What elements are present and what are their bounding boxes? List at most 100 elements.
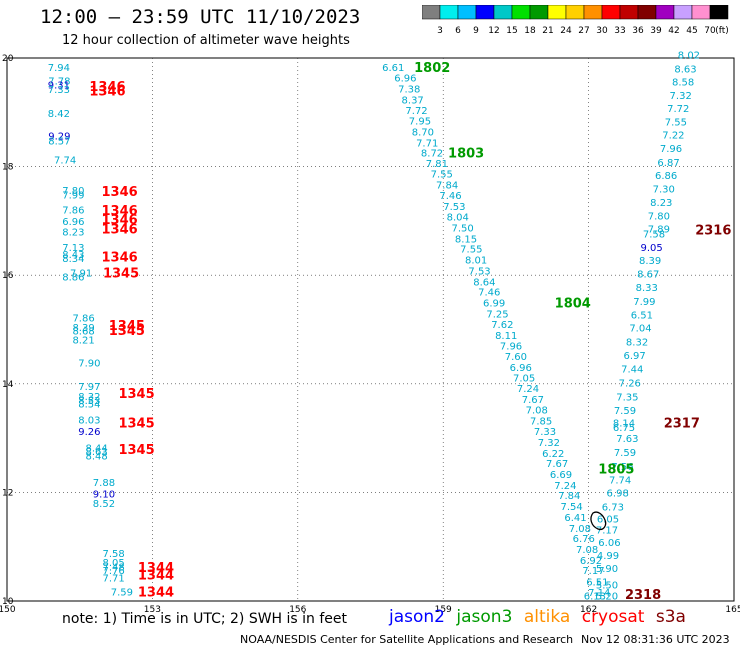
- wave-height-label: 7.86: [72, 314, 94, 325]
- wave-height-label: 7.88: [93, 478, 115, 489]
- wave-height-label: 6.05: [597, 515, 619, 526]
- colorbar-label: 39: [650, 26, 662, 36]
- wave-height-label: 7.72: [667, 104, 689, 115]
- wave-height-label: 7.22: [662, 131, 684, 142]
- wave-height-label: 7.99: [62, 190, 84, 201]
- wave-height-label: 7.90: [78, 359, 100, 370]
- wave-height-label: 7.58: [643, 229, 665, 240]
- wave-height-label: 7.17: [582, 566, 604, 577]
- wave-height-label: 6.86: [655, 171, 677, 182]
- colorbar-label: 36: [632, 26, 644, 36]
- wave-height-label: 5.50: [596, 580, 618, 591]
- pass-time-label: 1803: [448, 147, 484, 162]
- wave-height-label: 7.59: [614, 448, 636, 459]
- wave-height-label: 8.05: [102, 558, 124, 569]
- wave-height-label: 7.67: [546, 459, 568, 470]
- wave-height-label: 7.58: [102, 549, 124, 560]
- wave-height-label: 7.56: [611, 462, 633, 473]
- wave-height-label: 7.67: [522, 395, 544, 406]
- wave-height-label: 7.85: [530, 416, 552, 427]
- colorbar: 3 6 9 12 15 18 21 24 27 30 33 36 39 42 45 70 (ft): [422, 5, 729, 36]
- wave-height-label: 7.78: [48, 76, 70, 87]
- latitude-tick-label: 20: [2, 54, 14, 64]
- map-gridlines: [7, 58, 734, 601]
- wave-height-label: 7.72: [405, 106, 427, 117]
- colorbar-label: 33: [614, 26, 625, 36]
- axis-ticks: 150 153 156 159 162 165 10 12 14 16 18 20: [0, 54, 740, 615]
- colorbar-label: 12: [488, 26, 499, 36]
- colorbar-unit: (ft): [715, 26, 729, 36]
- wave-height-label: 7.81: [426, 159, 448, 170]
- pass-time-label: 1345: [118, 416, 154, 431]
- wave-height-label: 7.84: [558, 491, 580, 502]
- wave-height-label: 7.25: [486, 309, 508, 320]
- colorbar-label: 18: [524, 26, 536, 36]
- wave-height-label: 7.97: [78, 382, 100, 393]
- pass-time-label: 1345: [109, 324, 145, 339]
- footnote: note: 1) Time is in UTC; 2) SWH is in fe…: [62, 611, 348, 627]
- wave-height-label: 7.14: [588, 588, 610, 599]
- wave-height-label: 8.70: [412, 127, 434, 138]
- colorbar-label: 24: [560, 26, 572, 36]
- wave-height-label: 7.71: [102, 574, 124, 585]
- wave-height-label: 6.76: [573, 534, 595, 545]
- wave-height-label: 7.96: [500, 341, 522, 352]
- legend-s3a: s3a: [655, 607, 686, 627]
- wave-height-label: 7.53: [468, 266, 490, 277]
- pass-time-label: 1345: [109, 319, 145, 334]
- pass-time-label: 1345: [103, 267, 139, 282]
- wave-height-label: 7.95: [409, 117, 431, 128]
- wave-height-label: 7.71: [416, 138, 438, 149]
- wave-height-label: 7.04: [629, 323, 651, 334]
- wave-height-label: 7.08: [526, 405, 548, 416]
- pass-time-labels: 1346134613461346134613461346134513451345…: [89, 61, 731, 603]
- pass-time-label: 1344: [138, 585, 174, 600]
- wave-height-label: 7.55: [665, 118, 687, 129]
- wave-height-label: 7.80: [648, 212, 670, 223]
- wave-height-label: 6.98: [607, 488, 629, 499]
- wave-height-label: 9.26: [78, 427, 100, 438]
- wave-height-label: 8.39: [72, 323, 94, 334]
- map-title: 12:00 – 23:59 UTC 11/10/2023: [40, 6, 361, 28]
- map-frame: [6, 57, 735, 602]
- wave-height-label: 7.46: [478, 288, 500, 299]
- wave-height-label: 6.97: [624, 351, 646, 362]
- colorbar-label: 6: [455, 26, 461, 36]
- wave-height-label: 6.92: [580, 556, 602, 567]
- wave-height-label: 8.67: [637, 270, 659, 281]
- satellite-legend: jason2 jason3 altika cryosat s3a: [389, 607, 692, 627]
- pass-time-label: 1805: [598, 463, 634, 478]
- wave-height-label: 9.05: [640, 243, 662, 254]
- colorbar-swatch: [709, 5, 729, 20]
- colorbar-label: 15: [506, 26, 517, 36]
- wave-height-label: 6.96: [394, 74, 416, 85]
- wave-height-label: 7.13: [62, 243, 84, 254]
- colorbar-label: 42: [668, 26, 679, 36]
- wave-height-label: 9.10: [93, 490, 115, 501]
- wave-height-label: 6.41: [564, 513, 586, 524]
- wave-height-label: 7.05: [513, 373, 535, 384]
- wave-height-label: 6.87: [657, 158, 679, 169]
- wave-height-label: 6.22: [542, 449, 564, 460]
- wave-height-label: 8.15: [455, 234, 477, 245]
- wave-height-label: 8.03: [78, 416, 100, 427]
- wave-height-label: 6.61: [382, 63, 404, 74]
- wave-height-label: 8.44: [86, 443, 108, 454]
- wave-height-label: 7.59: [614, 406, 636, 417]
- legend-altika: altika: [523, 607, 571, 627]
- legend-jason3: jason3: [456, 607, 513, 627]
- wave-height-label: 8.32: [78, 392, 100, 403]
- wave-height-label: 7.89: [648, 225, 670, 236]
- legend-jason2: jason2: [389, 607, 445, 627]
- wave-height-label: 7.99: [633, 297, 655, 308]
- wave-height-label: 8.68: [72, 327, 94, 338]
- wave-height-label: 8.53: [78, 396, 100, 407]
- wave-height-label: 8.11: [495, 331, 517, 342]
- latitude-tick-label: 10: [2, 597, 14, 607]
- wave-height-label: 7.35: [616, 392, 638, 403]
- colorbar-label: 30: [596, 26, 608, 36]
- pass-time-label: 1346: [89, 85, 125, 100]
- wave-height-label: 8.04: [447, 213, 469, 224]
- colorbar-label: 9: [473, 26, 479, 36]
- wave-height-label: 7.17: [596, 525, 618, 536]
